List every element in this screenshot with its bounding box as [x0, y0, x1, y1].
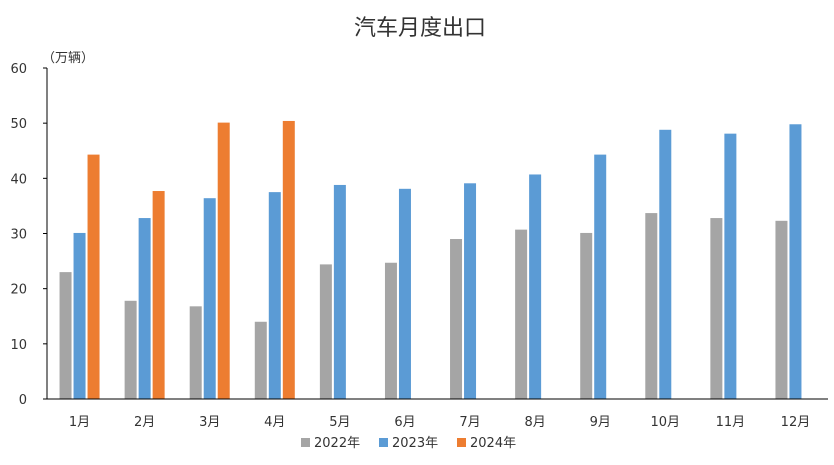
bar-2022年-5月 — [319, 264, 332, 399]
chart-title: 汽车月度出口 — [354, 16, 486, 41]
bar-2023年-6月 — [398, 188, 411, 399]
legend-label: 2023年 — [392, 436, 438, 451]
y-tick-label: 0 — [19, 393, 27, 408]
bar-2023年-1月 — [73, 232, 86, 399]
legend-swatch-2023年 — [379, 438, 388, 447]
y-axis-ticks: 0 10 20 30 40 50 60 — [10, 62, 47, 408]
bar-2022年-8月 — [515, 229, 528, 399]
bar-2024年-4月 — [282, 120, 295, 400]
y-tick-label: 50 — [10, 117, 27, 132]
legend-label: 2022年 — [314, 436, 360, 451]
legend: 2022年 2023年 2024年 — [301, 436, 516, 451]
bar-2023年-4月 — [268, 192, 281, 399]
bar-2024年-3月 — [217, 122, 230, 400]
legend-label: 2024年 — [470, 436, 516, 451]
bar-2023年-9月 — [594, 154, 607, 399]
bar-2022年-12月 — [775, 220, 788, 399]
bar-2023年-11月 — [724, 133, 737, 400]
y-tick-label: 20 — [10, 283, 27, 298]
bar-2023年-7月 — [464, 183, 477, 399]
x-axis-ticks: 1月 2月 3月 4月 5月 6月 7月 8月 9月 10月 11月 12月 — [69, 415, 810, 430]
x-tick-label: 7月 — [459, 415, 480, 430]
bar-2022年-3月 — [189, 306, 202, 399]
bar-2022年-1月 — [59, 272, 72, 399]
x-tick-label: 2月 — [134, 415, 155, 430]
legend-swatch-2024年 — [457, 438, 466, 447]
y-tick-label: 30 — [10, 228, 27, 243]
bar-2022年-10月 — [645, 213, 658, 399]
bars-group — [59, 120, 802, 400]
legend-swatch-2022年 — [301, 438, 310, 447]
bar-2024年-2月 — [152, 191, 165, 399]
bar-2023年-2月 — [138, 218, 151, 399]
bar-2023年-8月 — [529, 174, 542, 399]
bar-2022年-4月 — [254, 321, 267, 399]
bar-2022年-6月 — [384, 262, 397, 399]
x-tick-label: 3月 — [199, 415, 220, 430]
bar-2022年-7月 — [450, 239, 463, 399]
x-tick-label: 11月 — [716, 415, 746, 430]
y-axis-unit-label: （万辆） — [42, 51, 94, 66]
x-tick-label: 6月 — [394, 415, 415, 430]
x-tick-label: 5月 — [329, 415, 350, 430]
bar-2023年-3月 — [203, 198, 216, 399]
x-tick-label: 12月 — [781, 415, 811, 430]
y-tick-label: 40 — [10, 172, 27, 187]
bar-2023年-5月 — [333, 184, 346, 399]
bar-2023年-12月 — [789, 124, 802, 400]
x-tick-label: 4月 — [264, 415, 285, 430]
x-tick-label: 1月 — [69, 415, 90, 430]
bar-2022年-9月 — [580, 232, 593, 399]
bar-2022年-11月 — [710, 218, 723, 399]
x-tick-label: 8月 — [524, 415, 545, 430]
x-tick-label: 9月 — [590, 415, 611, 430]
y-tick-label: 60 — [10, 62, 27, 77]
x-tick-label: 10月 — [651, 415, 681, 430]
bar-2022年-2月 — [124, 300, 137, 399]
bar-2023年-10月 — [659, 129, 672, 399]
bar-2024年-1月 — [87, 154, 100, 399]
y-tick-label: 10 — [10, 338, 27, 353]
